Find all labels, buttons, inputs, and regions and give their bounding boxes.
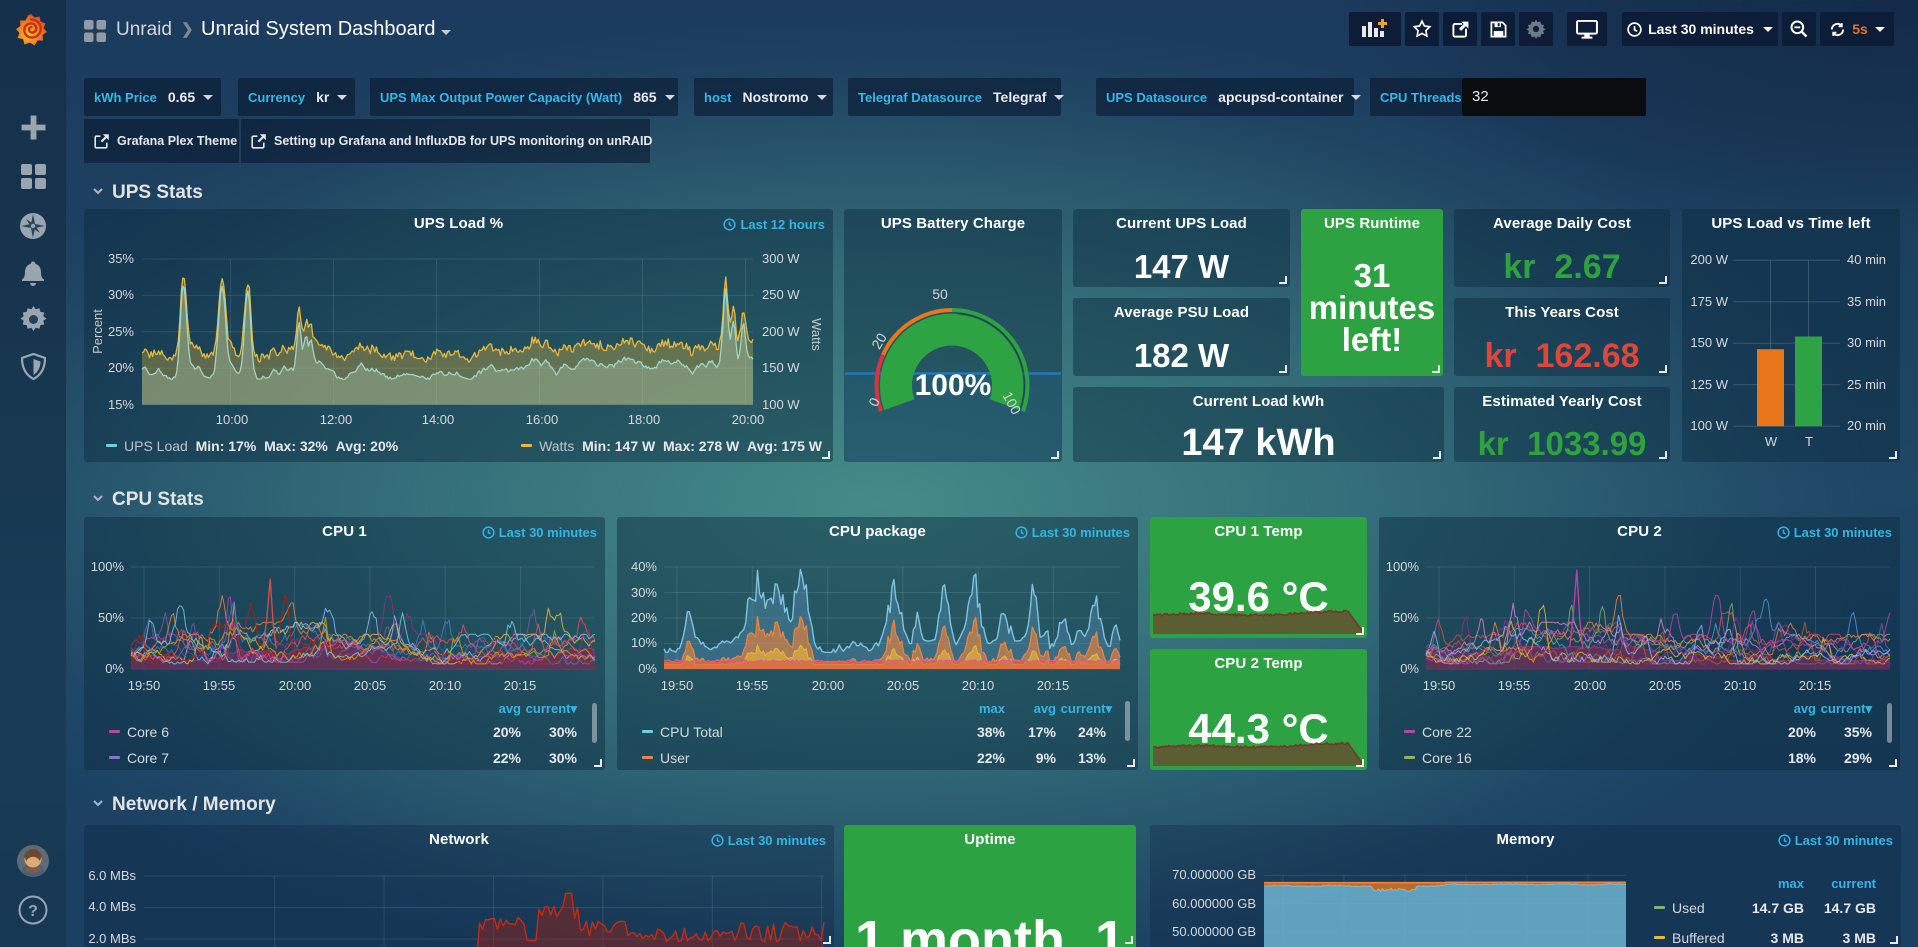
svg-text:?: ? — [28, 903, 38, 920]
